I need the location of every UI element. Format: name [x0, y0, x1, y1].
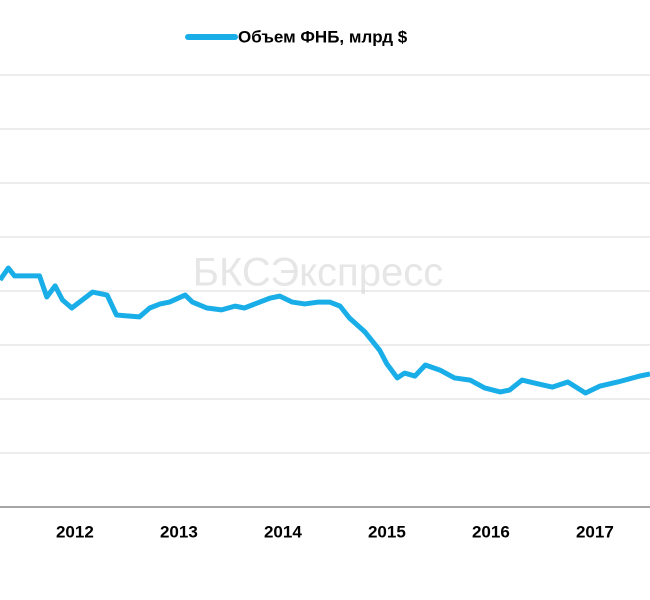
watermark: БКСЭкспресс	[193, 251, 443, 295]
x-tick-label: 2017	[576, 522, 614, 541]
data-line	[0, 265, 650, 396]
x-tick-label: 2015	[368, 522, 406, 541]
x-tick-label: 2014	[264, 522, 302, 541]
legend-label: Объем ФНБ, млрд $	[238, 27, 408, 46]
x-tick-label: 2013	[160, 522, 198, 541]
x-tick-label: 2016	[472, 522, 510, 541]
x-tick-label: 2012	[56, 522, 94, 541]
